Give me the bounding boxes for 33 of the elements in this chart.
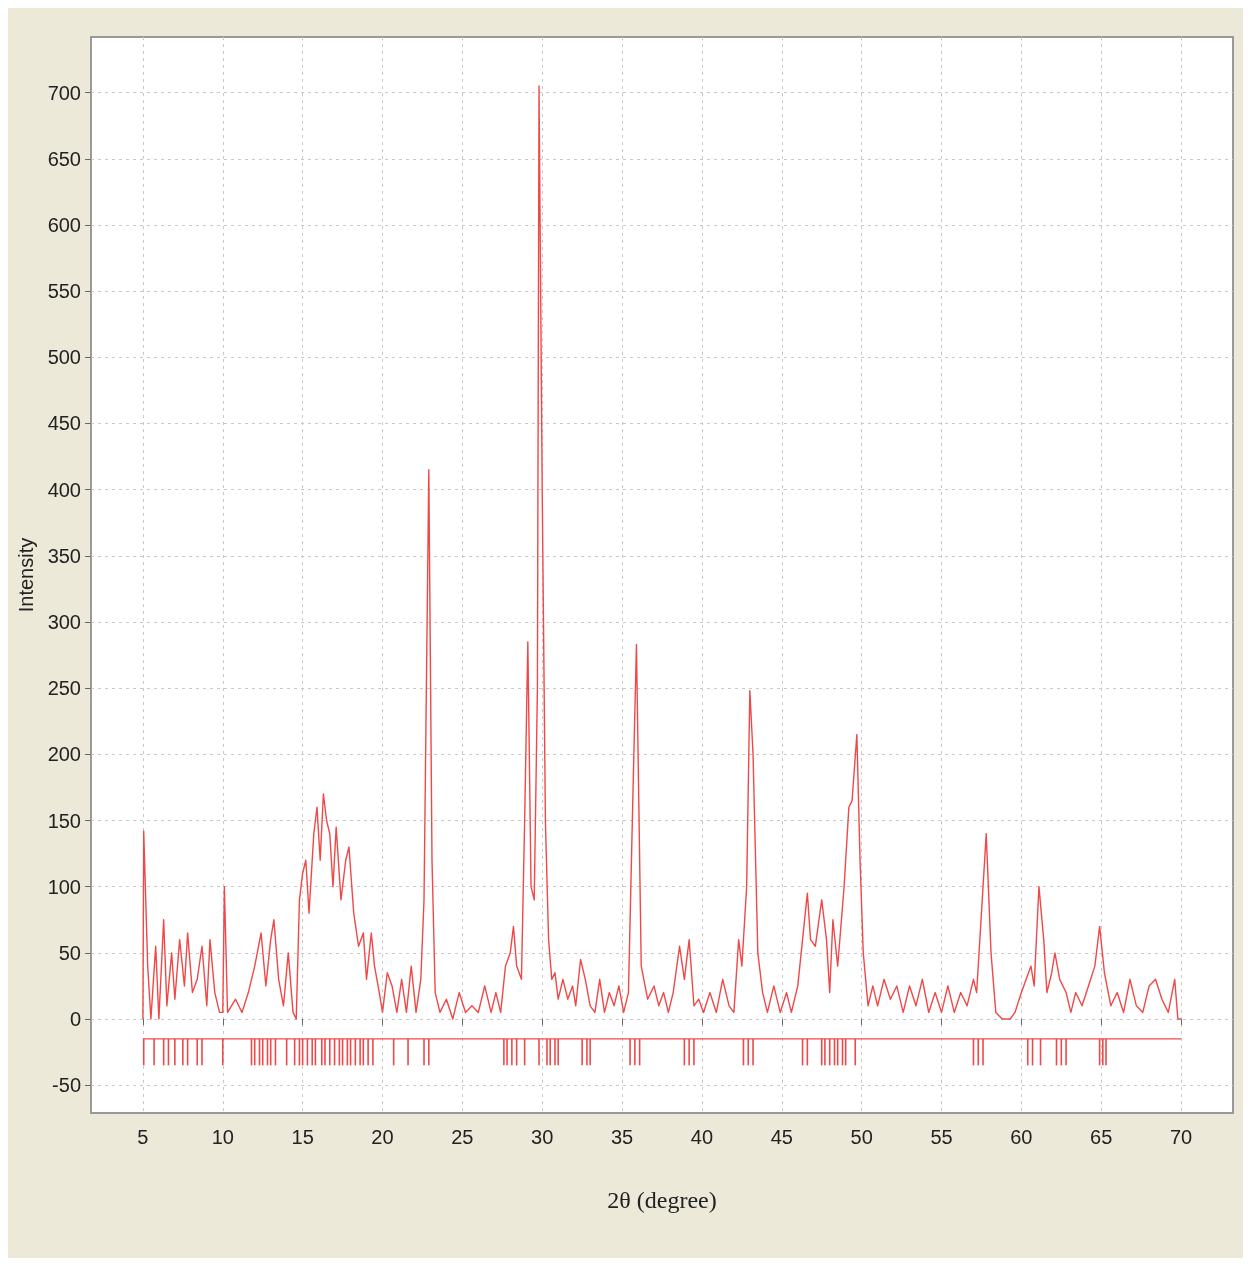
y-tick-label: 150	[47, 809, 81, 832]
x-tick-label: 35	[610, 1126, 634, 1148]
y-tick-label: 350	[47, 544, 81, 567]
y-tick-label: 500	[47, 346, 81, 369]
y-tick-label: 50	[58, 941, 81, 964]
y-axis-title: Intensity	[15, 537, 37, 613]
y-tick-label: 550	[47, 280, 81, 303]
y-tick-label: 450	[47, 412, 81, 435]
y-tick-label: 0	[69, 1008, 81, 1031]
x-tick-label: 55	[930, 1126, 953, 1148]
x-tick-label: 5	[137, 1126, 149, 1148]
y-tick-label: 100	[47, 875, 81, 898]
x-tick-label: 15	[291, 1126, 314, 1148]
y-tick-label: 650	[47, 147, 81, 170]
y-tick-label: -50	[52, 1074, 81, 1097]
y-tick-label: 200	[47, 743, 81, 766]
x-tick-label: 50	[850, 1126, 873, 1148]
x-tick-label: 30	[531, 1126, 554, 1148]
y-tick-label: 400	[47, 478, 81, 501]
x-tick-label: 60	[1010, 1126, 1033, 1148]
y-tick-label: 700	[47, 81, 81, 104]
line-series	[142, 85, 1182, 1020]
x-tick-label: 45	[770, 1126, 793, 1148]
x-tick-label: 65	[1090, 1126, 1113, 1148]
y-tick-label: 600	[47, 213, 81, 236]
x-tick-label: 70	[1169, 1126, 1193, 1148]
y-tick-label: 300	[47, 610, 81, 633]
x-tick-label: 20	[371, 1126, 394, 1148]
x-tick-label: 10	[211, 1126, 234, 1148]
x-tick-label: 40	[690, 1126, 714, 1148]
x-axis-title: 2θ (degree)	[607, 1187, 717, 1213]
y-tick-label: 250	[47, 677, 81, 700]
x-tick-label: 25	[451, 1126, 474, 1148]
